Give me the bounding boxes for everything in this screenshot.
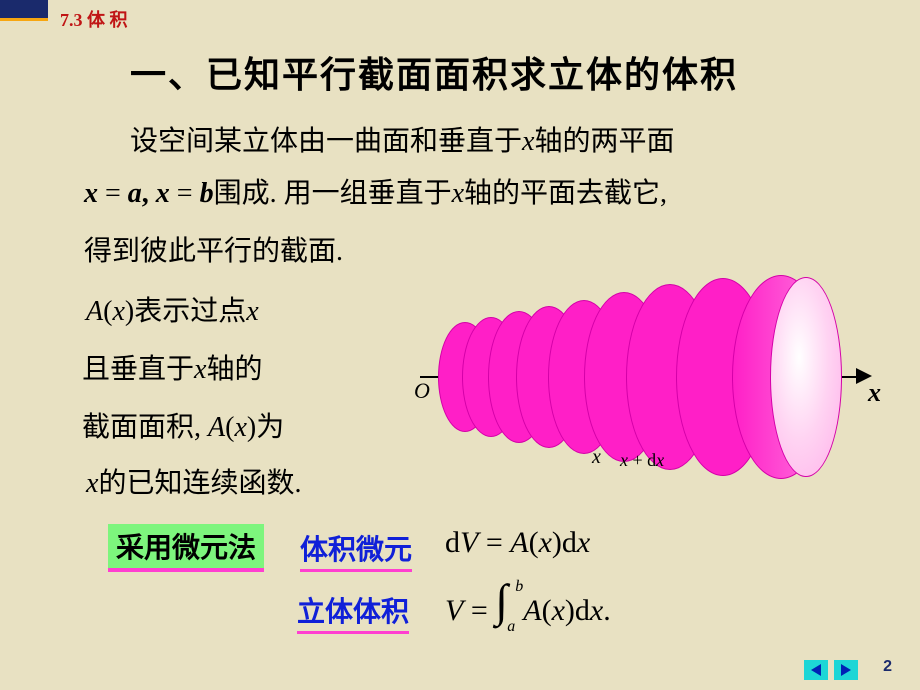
body-line-4: A(x)表示过点x [86,292,259,331]
integral-icon: ∫ba [495,588,523,638]
x: x [552,594,565,627]
body-line-6: 截面面积, A(x)为 [82,408,284,447]
A: A [523,594,541,627]
body-line-2: x = a, x = b围成. 用一组垂直于x轴的平面去截它, [84,174,667,213]
eq: = [478,526,510,559]
lp: ( [529,526,539,559]
var-x: x [452,178,464,209]
label-volume-element: 体积微元 [300,528,412,572]
A: A [510,526,528,559]
text: 且垂直于 [82,354,194,385]
lim-a: a [507,618,515,636]
d: d [445,526,460,559]
page-title: 一、已知平行截面面积求立体的体积 [130,46,738,98]
slab [770,277,842,477]
var-x: x [112,296,124,327]
eq: = [170,178,200,209]
d: d [562,526,577,559]
eq: = [463,594,495,627]
var-x: x [84,178,98,209]
equation-dV: dV = A(x)dx [445,526,590,560]
page-number: 2 [883,658,892,676]
xdx-sublabel: x + dx [620,450,664,471]
lim-b: b [515,578,523,596]
x: x [590,594,603,627]
dot: . [603,594,611,627]
var-b: b [200,178,214,209]
nav-controls [804,660,858,680]
triangle-left-icon [811,664,821,676]
text: 轴的平面去截它, [464,178,667,209]
rp: ) [552,526,562,559]
x: x [577,526,590,559]
var-x: x [246,296,258,327]
var-x: x [194,354,206,385]
V: V [460,526,478,559]
text: 围成. 用一组垂直于 [214,178,452,209]
solid-diagram: O a b x x x + dx [420,260,880,470]
V: V [445,594,463,627]
x-sublabel: x [592,446,601,469]
origin-label: O [414,378,430,404]
corner-accent [0,0,48,21]
var-x: x [156,178,170,209]
text: 的已知连续函数. [98,468,301,499]
triangle-right-icon [841,664,851,676]
method-highlight: 采用微元法 [108,524,264,572]
body-line-3: 得到彼此平行的截面. [84,232,343,271]
text: )表示过点 [125,296,246,327]
int: ∫ [495,574,508,627]
label-solid-volume: 立体体积 [297,590,409,634]
x: x [656,450,664,470]
var-x: x [86,468,98,499]
var-x: x [522,126,534,157]
body-line-7: x的已知连续函数. [86,464,301,503]
var-A: A [208,412,225,443]
text: 轴的 [206,354,262,385]
x: x [539,526,552,559]
lp: ( [542,594,552,627]
x: x [620,450,628,470]
body-line-1: 设空间某立体由一曲面和垂直于x轴的两平面 [130,122,674,161]
rp: ) [565,594,575,627]
var-x: x [234,412,246,443]
text: 轴的两平面 [534,126,674,157]
body-line-5: 且垂直于x轴的 [82,350,262,389]
var-A: A [86,296,103,327]
text: 设空间某立体由一曲面和垂直于 [130,126,522,157]
text: 截面面积, [82,412,201,443]
plus: + [628,450,647,470]
equation-V: V = ∫baA(x)dx. [445,588,611,638]
nav-next-button[interactable] [834,660,858,680]
text: )为 [247,412,284,443]
var-a: a [128,178,142,209]
comma: , [142,178,156,209]
nav-prev-button[interactable] [804,660,828,680]
d: d [647,450,656,470]
section-ref: 7.3 体 积 [60,6,128,32]
eq: = [98,178,128,209]
x-axis-label: x [868,378,881,408]
d: d [575,594,590,627]
